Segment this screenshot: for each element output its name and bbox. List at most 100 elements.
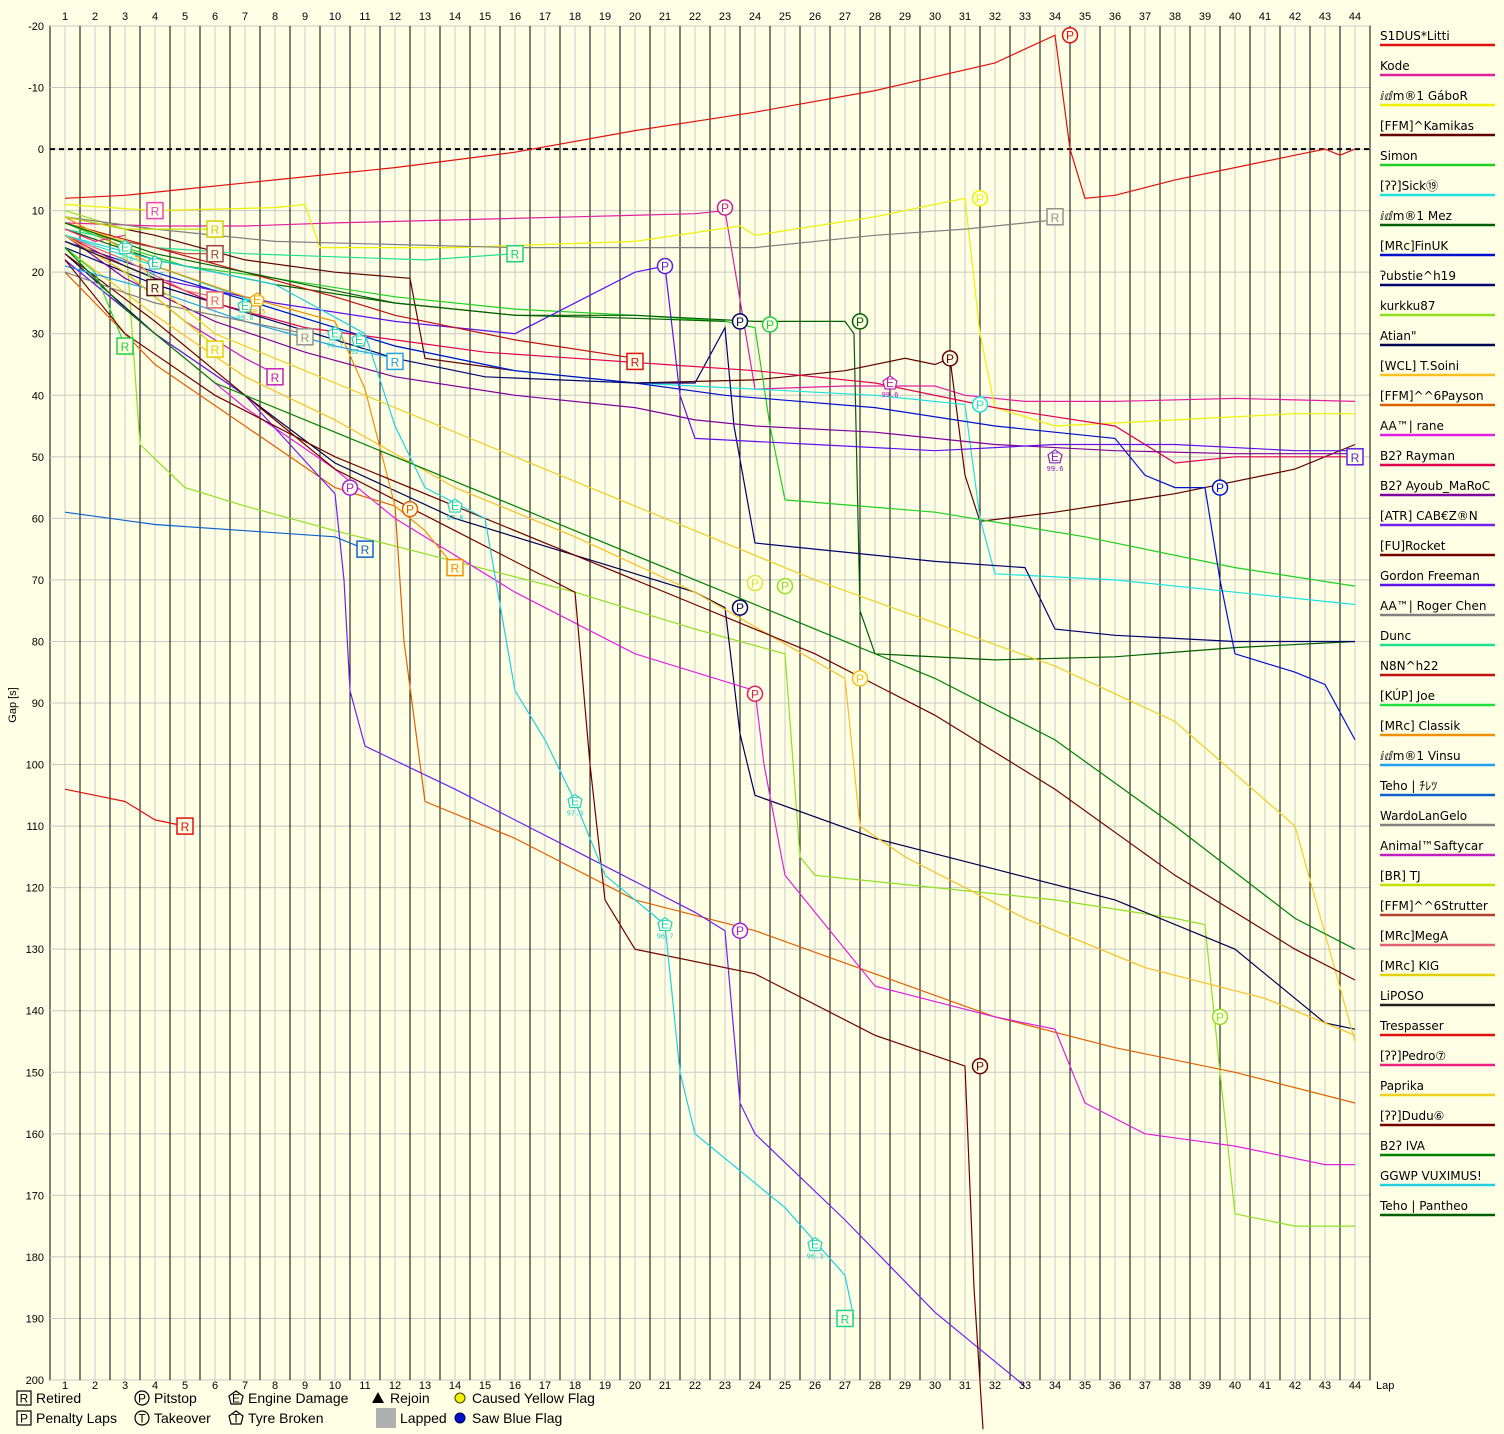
legend-symbol-pentagon	[228, 1390, 244, 1405]
y-tick-label: 30	[32, 329, 44, 341]
engine-damage-value: 96.7	[327, 342, 344, 350]
x-tick-label: 17	[539, 11, 551, 23]
pitstop-marker-letter: P	[856, 672, 864, 686]
engine-damage-marker-letter: E	[355, 333, 363, 347]
legend-driver-name: ⅈⅆm®1 Vinsu	[1380, 749, 1461, 763]
x-tick-label: 44	[1349, 1380, 1361, 1392]
pitstop-marker-letter: P	[781, 580, 789, 594]
x-tick-label: 39	[1199, 1380, 1211, 1392]
x-tick-label: 33	[1019, 11, 1031, 23]
retired-marker	[176, 817, 194, 835]
retired-marker	[146, 201, 164, 220]
legend-driver-name: Paprika	[1380, 1079, 1424, 1093]
x-tick-label: 35	[1079, 11, 1091, 23]
retired-marker-letter: R	[1351, 451, 1360, 465]
x-tick-label: 8	[272, 11, 278, 23]
x-tick-label: 43	[1319, 11, 1331, 23]
engine-damage-value: 99.6	[1047, 465, 1064, 473]
x-tick-label: 19	[599, 11, 611, 23]
series-line	[64, 228, 126, 243]
x-tick-label: 32	[989, 11, 1001, 23]
series-line	[64, 259, 1026, 1387]
retired-marker	[206, 291, 224, 309]
pitstop-marker-letter: P	[736, 924, 744, 938]
legend-driver-name: [ʔʔ]Dudu⑥	[1380, 1109, 1444, 1123]
legend-driver-name: kurkku87	[1380, 299, 1436, 313]
x-tick-label: 3	[122, 1380, 128, 1392]
legend-driver-name: [MRc] KIG	[1380, 959, 1439, 973]
x-tick-label: 8	[272, 1380, 278, 1392]
legend-symbol-label: Tyre Broken	[248, 1410, 323, 1426]
legend-symbol-grey-box	[376, 1408, 396, 1428]
engine-damage-marker	[447, 498, 463, 513]
retired-marker-letter: R	[151, 205, 160, 219]
legend-symbol-label: Penalty Laps	[36, 1410, 117, 1426]
x-tick-label: 43	[1319, 1380, 1331, 1392]
x-tick-label: 26	[809, 1380, 821, 1392]
retired-marker	[1046, 208, 1064, 226]
y-tick-label: 140	[26, 1006, 44, 1018]
legend-driver-name: [KÚP] Joe	[1380, 688, 1435, 703]
x-tick-label: 24	[749, 11, 761, 23]
pitstop-marker-letter: P	[856, 315, 864, 329]
pitstop-marker	[1061, 26, 1079, 44]
pitstop-marker-letter: P	[1216, 481, 1224, 495]
legend-symbol-blue-dot	[454, 1412, 466, 1424]
y-tick-label: 70	[32, 575, 44, 587]
legend-symbol-square	[16, 1410, 32, 1426]
series-line	[64, 240, 156, 279]
legend-driver-name: B2ʔ Ayoub_MaRoC	[1380, 479, 1490, 493]
legend-symbol-label: Rejoin	[390, 1390, 430, 1406]
pitstop-marker-letter: P	[766, 318, 774, 332]
retired-marker-letter: R	[451, 562, 460, 576]
pitstop-marker	[746, 574, 764, 592]
legend-driver-name: [FFM]^^6Strutter	[1380, 899, 1488, 913]
retired-marker-letter: R	[631, 355, 640, 369]
engine-damage-value: 92.3	[351, 348, 368, 356]
x-tick-label: 27	[839, 11, 851, 23]
pitstop-marker-letter: P	[946, 352, 954, 366]
engine-damage-marker-letter: E	[811, 1238, 819, 1252]
retired-marker-letter: R	[181, 820, 190, 834]
retired-marker-letter: R	[361, 543, 370, 557]
x-tick-label: 25	[779, 1380, 791, 1392]
legend-symbol-pentagon	[228, 1410, 244, 1425]
legend-driver-name: Kode	[1380, 59, 1410, 73]
y-tick-label: 10	[32, 206, 44, 218]
pitstop-marker	[731, 313, 749, 330]
x-tick-label: 11	[359, 11, 370, 23]
y-axis-label: Gap [s]	[7, 687, 19, 722]
series-line	[64, 216, 1356, 523]
x-tick-label: 6	[212, 11, 218, 23]
retired-marker	[206, 340, 224, 358]
series-line	[64, 216, 1056, 249]
y-tick-label: 110	[26, 821, 44, 833]
y-tick-label: 50	[32, 452, 44, 464]
x-tick-label: 19	[599, 1380, 611, 1392]
engine-damage-marker-letter: E	[253, 293, 261, 307]
retired-marker	[356, 540, 374, 558]
engine-damage-marker-letter: E	[331, 327, 339, 341]
retired-marker	[626, 352, 644, 371]
x-tick-label: 44	[1349, 11, 1361, 23]
retired-marker-letter: R	[121, 340, 130, 354]
x-tick-label: 2	[92, 11, 98, 23]
x-tick-label: 11	[359, 1380, 370, 1392]
retired-marker	[296, 328, 314, 346]
retired-marker	[386, 352, 404, 371]
engine-damage-marker	[657, 916, 673, 932]
series-line	[64, 240, 1355, 452]
pitstop-marker-letter: P	[721, 201, 729, 215]
retired-marker-letter: R	[211, 248, 220, 262]
engine-damage-value: 99.6	[237, 314, 254, 322]
x-tick-label: 23	[719, 1380, 731, 1392]
legend-symbol-letter: P	[20, 1412, 28, 1426]
series-line	[64, 271, 306, 335]
engine-damage-marker-letter: E	[1051, 450, 1059, 464]
legend-driver-name: [FFM]^^6Payson	[1380, 389, 1484, 403]
x-tick-label: 14	[449, 11, 461, 23]
pitstop-marker	[941, 350, 959, 367]
y-tick-label: 130	[26, 944, 44, 956]
